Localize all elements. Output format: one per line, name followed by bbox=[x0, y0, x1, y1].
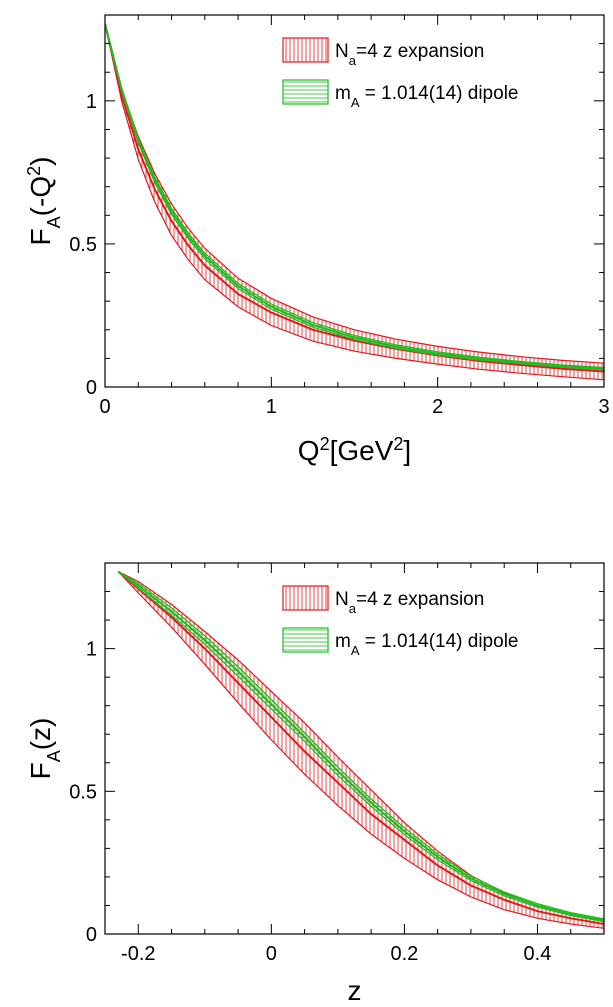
z-expansion-legend-label: Na=4 z expansion bbox=[335, 589, 484, 616]
dipole-legend-label: mA = 1.014(14) dipole bbox=[335, 83, 518, 110]
z-expansion-central-line bbox=[105, 23, 604, 373]
dipole-central-line bbox=[105, 23, 604, 370]
y-tick-label: 0.5 bbox=[69, 234, 97, 256]
y-axis-title: FA(z) bbox=[25, 718, 64, 780]
x-tick-label: 0.4 bbox=[524, 943, 552, 965]
z-expansion-central-line bbox=[117, 570, 604, 925]
x-axis-title: Q2[GeV2] bbox=[298, 434, 411, 466]
plot-frame bbox=[104, 14, 605, 388]
x-axis-title: z bbox=[348, 975, 362, 1006]
dipole-legend-swatch bbox=[282, 79, 329, 105]
x-tick-label: 0 bbox=[266, 943, 277, 965]
legend: Na=4 z expansion mA = 1.014(14) dipole bbox=[282, 585, 518, 658]
dipole-error-band bbox=[105, 23, 604, 371]
z-expansion-legend-swatch bbox=[282, 585, 329, 611]
x-tick-label: 0.2 bbox=[390, 943, 418, 965]
y-tick-label: 0.5 bbox=[69, 781, 97, 803]
y-tick-label: 0 bbox=[86, 377, 97, 399]
x-tick-label: 2 bbox=[432, 396, 443, 418]
y-axis-title: FA(-Q2) bbox=[24, 157, 64, 246]
dipole-legend-label: mA = 1.014(14) dipole bbox=[335, 631, 518, 658]
x-tick-label: 3 bbox=[598, 396, 609, 418]
plot-frame bbox=[104, 562, 605, 935]
y-tick-label: 0 bbox=[86, 924, 97, 946]
axis-ticks bbox=[104, 562, 605, 935]
x-tick-label: -0.2 bbox=[121, 943, 155, 965]
x-tick-label: 0 bbox=[99, 396, 110, 418]
dipole-legend-swatch bbox=[282, 627, 329, 653]
axis-ticks bbox=[104, 14, 605, 388]
plot-area bbox=[105, 23, 604, 381]
z-expansion-error-band bbox=[105, 23, 604, 381]
plot-area bbox=[117, 570, 604, 929]
x-tick-label: 1 bbox=[266, 396, 277, 418]
y-tick-label: 1 bbox=[86, 91, 97, 113]
legend: Na=4 z expansion mA = 1.014(14) dipole bbox=[282, 37, 518, 110]
chart-panel-2: -0.2 0 0.2 0.4 0 0.5 1 z FA(z) Na=4 z expansion mA… bbox=[25, 562, 605, 1006]
y-tick-label: 1 bbox=[86, 639, 97, 661]
z-expansion-legend-label: Na=4 z expansion bbox=[335, 41, 484, 68]
dipole-central-line bbox=[117, 570, 604, 922]
chart-panel-1: 0 1 2 3 0 0.5 1 Q2[GeV2] FA(-Q2) Na=4 z expansion… bbox=[24, 14, 610, 466]
dipole-error-band bbox=[117, 571, 604, 923]
z-expansion-legend-swatch bbox=[282, 37, 329, 63]
